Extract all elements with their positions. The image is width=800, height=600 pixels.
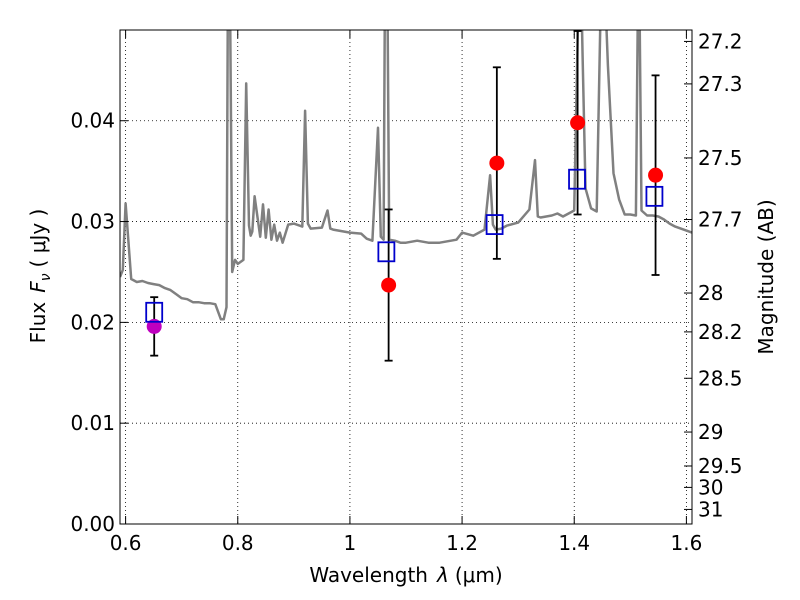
x-tick-label: 1.4 — [558, 531, 590, 555]
x-axis-label-unit: (μm) — [455, 563, 503, 587]
y2-tick-label: 27.3 — [698, 72, 743, 96]
y2-tick-label: 31 — [698, 497, 723, 521]
model-point — [377, 241, 396, 263]
y2-tick-label: 30 — [698, 475, 723, 499]
x-tick-label: 1 — [344, 531, 357, 555]
observed-point — [648, 167, 664, 183]
x-axis-label-text: Wavelength — [309, 563, 428, 587]
x-tick-label: 0.8 — [222, 531, 254, 555]
model-point — [485, 214, 504, 235]
x-tick-label: 1.6 — [670, 531, 702, 555]
y-axis-ticks: 0.00 0.01 0.02 0.03 0.04 — [70, 109, 128, 536]
spectrum-layer — [120, 30, 692, 321]
model-point — [568, 168, 586, 190]
y-axis-label-unit: ( μJy ) — [26, 209, 50, 268]
x-tick-label: 0.6 — [110, 531, 142, 555]
model-layer — [145, 168, 664, 323]
observed-point — [570, 115, 586, 131]
y-axis-label: Flux Fν ( μJy ) — [26, 209, 54, 344]
y2-tick-label: 27.5 — [698, 146, 743, 170]
y-axis-label-symbol: F — [26, 281, 50, 293]
x-tick-label: 1.2 — [446, 531, 478, 555]
y2-tick-label: 29.5 — [698, 454, 743, 478]
y2-axis-label: Magnitude (AB) — [754, 199, 778, 354]
y-tick-label: 0.03 — [70, 210, 115, 234]
x-axis-label-symbol: λ — [436, 563, 449, 587]
y-axis-label-text: Flux — [26, 302, 50, 344]
y2-tick-label: 27.2 — [698, 29, 743, 53]
y-tick-label: 0.00 — [70, 512, 115, 536]
y-axis-label-subscript: ν — [38, 273, 54, 281]
x-axis-label: Wavelength λ (μm) — [309, 563, 502, 587]
y-tick-label: 0.04 — [70, 109, 115, 133]
x-axis-ticks: 0.6 0.8 1 1.2 1.4 1.6 — [110, 30, 702, 555]
plot-area — [120, 30, 692, 524]
y2-tick-label: 28.5 — [698, 366, 743, 390]
y2-tick-label: 28 — [698, 281, 723, 305]
observed-point — [489, 155, 505, 171]
model-point — [645, 185, 664, 207]
plot-frame — [119, 29, 693, 525]
y2-tick-label: 27.7 — [698, 208, 743, 232]
y-tick-label: 0.02 — [70, 310, 115, 334]
observed-point — [381, 277, 397, 293]
y2-tick-label: 29 — [698, 420, 723, 444]
spectrum-line — [120, 30, 692, 321]
model-point — [145, 301, 164, 323]
y2-tick-label: 28.2 — [698, 320, 743, 344]
y-tick-label: 0.01 — [70, 411, 115, 435]
